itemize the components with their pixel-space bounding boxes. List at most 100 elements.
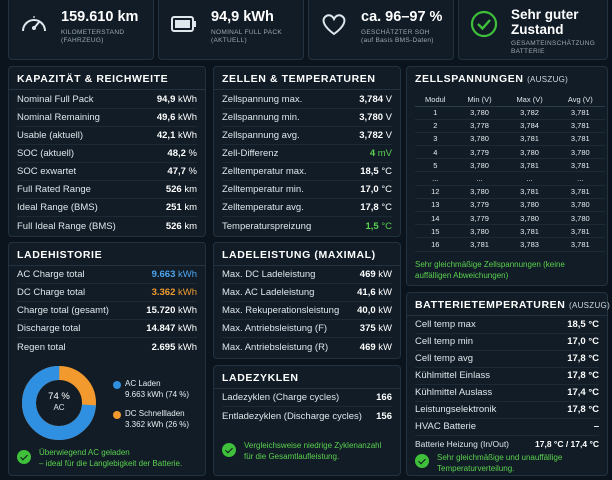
cells-row: Zell-Differenz 4 mV — [222, 145, 392, 163]
row-label: Full Rated Range — [17, 184, 91, 195]
row-value: 156 — [376, 410, 392, 422]
row-label: Zelltemperatur min. — [222, 184, 304, 195]
table-header-row: Modul Min (V) Max (V) Avg (V) — [415, 93, 605, 107]
row-value: 17,0 °C — [567, 336, 599, 347]
row-label: Max. DC Ladeleistung — [222, 269, 316, 280]
row-value: 4 mV — [369, 148, 392, 159]
table-cell: 5 — [415, 158, 456, 173]
check-icon — [17, 450, 31, 464]
cell-voltages-table: Modul Min (V) Max (V) Avg (V) 1 3,780 3,78… — [415, 93, 605, 252]
ac-legend-name: AC Laden — [125, 379, 161, 388]
cells-temps-panel: ZELLEN & TEMPERATUREN Zellspannung max. 3… — [213, 66, 401, 237]
row-value: 40,0 kW — [357, 305, 392, 316]
ac-share-arc — [22, 366, 96, 440]
row-value: 3,782 V — [359, 130, 392, 141]
row-label: HVAC Batterie — [415, 421, 477, 432]
table-cell: 13 — [415, 198, 456, 213]
table-cell: ... — [455, 171, 504, 186]
table-row: 3 3,780 3,781 3,781 — [415, 132, 605, 147]
history-note-line1: Überwiegend AC geladen — [39, 448, 130, 457]
cells-row: Zelltemperatur max. 18,5 °C — [222, 163, 392, 181]
row-label: Cell temp min — [415, 336, 474, 347]
row-label: Charge total (gesamt) — [17, 305, 109, 316]
capacity-row: Usable (aktuell) 42,1 kWh — [17, 127, 197, 145]
cell-voltages-title: ZELLSPANNUNGEN (AUSZUG) — [415, 73, 569, 85]
cells-temps-title: ZELLEN & TEMPERATUREN — [222, 73, 376, 85]
ac-dc-donut-chart — [22, 366, 96, 440]
table-row: ............ — [415, 171, 605, 186]
soh-value: ca. 96–97 % — [361, 9, 443, 25]
history-row: Charge total (gesamt) 15.720 kWh — [17, 302, 197, 320]
table-cell: 3,780 — [555, 211, 605, 226]
charge-history-panel: LADEHISTORIE AC Charge total 9.663 kWh DC… — [8, 242, 206, 476]
table-row: 12 3,780 3,781 3,781 — [415, 185, 605, 199]
column-header: Avg (V) — [555, 93, 605, 107]
status-value: Sehr guter — [511, 7, 579, 22]
power-row: Max. Antriebsleistung (R) 469 kW — [222, 338, 392, 356]
table-row: 1 3,780 3,782 3,781 — [415, 106, 605, 120]
row-value: 47,7 % — [167, 166, 197, 177]
dc-legend-dot — [113, 411, 121, 419]
table-cell: 3,781 — [503, 132, 556, 147]
table-cell: 3,780 — [503, 145, 556, 160]
row-value: 15.720 kWh — [146, 305, 197, 316]
capacity-row: Nominal Remaining 49,6 kWh — [17, 109, 197, 127]
table-cell: 3,781 — [555, 185, 605, 199]
table-cell: 3,781 — [555, 224, 605, 239]
battery-temps-note-line1: Sehr gleichmäßige und unauffällige — [437, 453, 563, 462]
table-cell: 3,781 — [503, 185, 556, 199]
row-value: 42,1 kWh — [156, 130, 197, 141]
cell-voltages-panel: ZELLSPANNUNGEN (AUSZUG) Modul Min (V) Ma… — [406, 66, 608, 286]
charge-power-panel: LADELEISTUNG (MAXIMAL) Max. DC Ladeleist… — [213, 242, 401, 359]
row-value: 251 km — [165, 202, 197, 213]
table-row: 4 3,779 3,780 3,780 — [415, 145, 605, 160]
row-label: Zellspannung max. — [222, 94, 303, 105]
history-row: DC Charge total 3.362 kWh — [17, 284, 197, 302]
row-value: 49,6 kWh — [156, 112, 197, 123]
row-value: 17,8 °C — [567, 404, 599, 415]
battery-icon — [171, 16, 196, 32]
table-row: 16 3,781 3,783 3,781 — [415, 237, 605, 252]
cycles-note-line1: Vergleichsweise niedrige Zyklenanzahl — [244, 441, 382, 450]
battery-temp-row: Cell temp avg 17,8 °C — [415, 350, 599, 368]
table-cell: 3,781 — [555, 237, 605, 252]
check-icon — [415, 454, 429, 468]
row-value: 17,8 °C — [567, 353, 599, 364]
row-value: 3.362 kWh — [151, 287, 197, 298]
title-divider — [214, 265, 400, 266]
row-value: 1,5 °C — [365, 220, 392, 232]
kpi-full-pack: 94,9 kWh NOMINAL FULL PACK (AKTUELL) — [158, 0, 304, 60]
battery-temps-panel: BATTERIETEMPERATUREN (AUSZUG) Cell temp … — [406, 292, 611, 476]
status-value-line2: Zustand — [511, 22, 564, 37]
row-label: SOC (aktuell) — [17, 148, 75, 159]
kpi-battery-status: Sehr guter Zustand GESAMTEINSCHÄTZUNG BA… — [458, 0, 608, 60]
row-label: Kühlmittel Auslass — [415, 387, 493, 398]
table-cell: 4 — [415, 145, 456, 160]
table-cell: 3 — [415, 132, 456, 147]
table-cell: 3,780 — [455, 158, 504, 173]
row-value: 17,0 °C — [360, 184, 392, 195]
charge-cycles-title: LADEZYKLEN — [222, 372, 299, 384]
table-row: 5 3,780 3,781 3,781 — [415, 158, 605, 173]
capacity-row: SOC (aktuell) 48,2 % — [17, 145, 197, 163]
full-pack-value: 94,9 kWh — [211, 9, 274, 25]
dc-legend-name: DC Schnellladen — [125, 409, 185, 418]
battery-temp-row: Cell temp min 17,0 °C — [415, 333, 599, 351]
row-value: 17,4 °C — [567, 387, 599, 398]
ac-legend-dot — [113, 381, 121, 389]
capacity-row: SOC exwartet 47,7 % — [17, 163, 197, 181]
row-label: Regen total — [17, 341, 66, 353]
table-row: 13 3,779 3,780 3,780 — [415, 198, 605, 213]
charge-cycles-panel: LADEZYKLEN Ladezyklen (Charge cycles) 166… — [213, 365, 401, 476]
battery-temp-row: HVAC Batterie – — [415, 418, 599, 436]
battery-temps-title: BATTERIETEMPERATUREN (AUSZUG) — [415, 299, 611, 311]
soh-sublabel: (auf Basis BMS-Daten) — [361, 37, 434, 44]
capacity-row: Full Rated Range 526 km — [17, 181, 197, 199]
row-label: Usable (aktuell) — [17, 130, 83, 141]
row-value: 18,5 °C — [567, 319, 599, 330]
title-divider — [214, 89, 400, 90]
battery-temp-row: Batterie Heizung (In/Out) 17,8 °C / 17,4 … — [415, 435, 599, 453]
row-value: 469 kW — [359, 341, 392, 353]
row-value: 18,5 °C — [360, 166, 392, 177]
row-value: 3,780 V — [359, 112, 392, 123]
